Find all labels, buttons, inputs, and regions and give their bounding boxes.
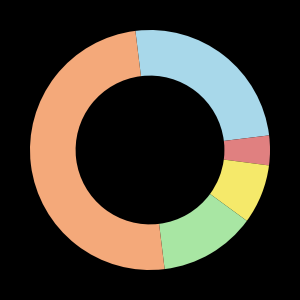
Wedge shape — [210, 160, 269, 221]
Wedge shape — [30, 31, 165, 270]
Wedge shape — [135, 30, 269, 141]
Wedge shape — [224, 135, 270, 166]
Wedge shape — [159, 194, 247, 269]
